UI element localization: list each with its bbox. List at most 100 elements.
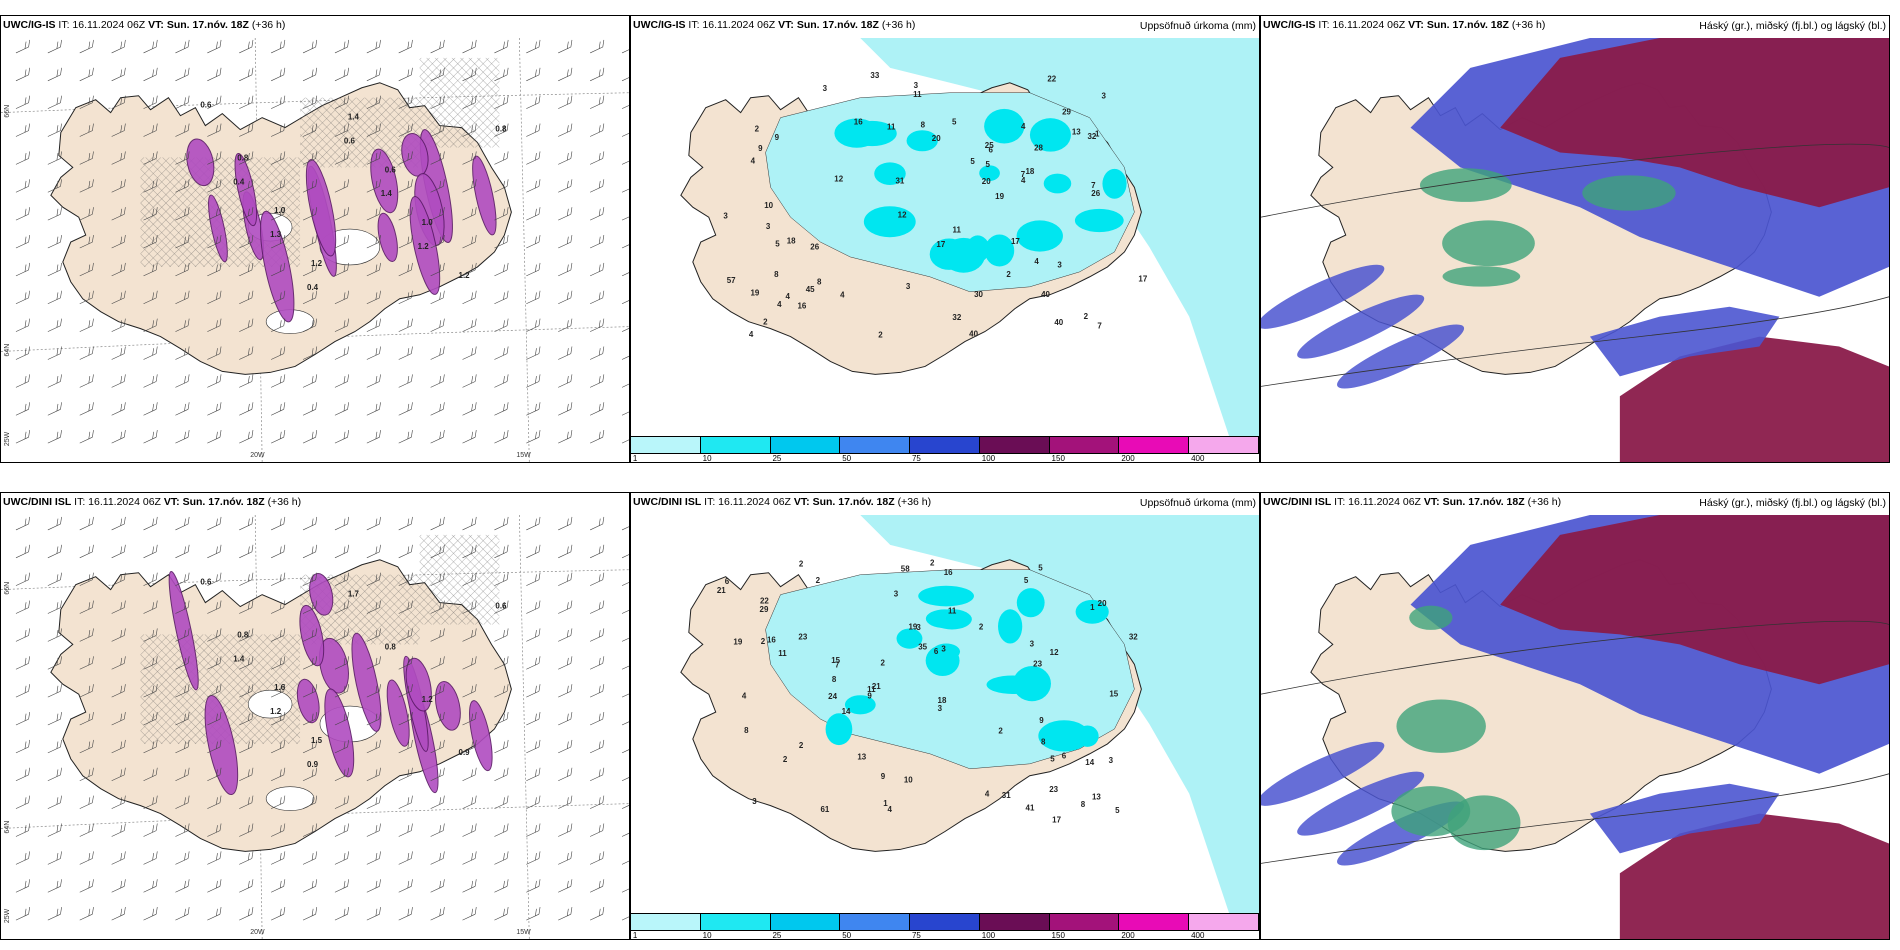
precip-value-label: 8	[817, 277, 822, 286]
wind-barb	[111, 851, 126, 865]
precip-legend: 1 10 25 50 75 100 150 200 400	[631, 436, 1259, 462]
wind-barb	[302, 234, 318, 249]
precip-value-label: 2	[998, 727, 1003, 736]
precip-map[interactable]: 2 4 3 4 2 2 4 2 2 6 3 8 5 2 2 21 19 35 23 16 29 14 21 41 61 58 31 3…	[631, 515, 1259, 939]
wind-barb	[79, 123, 94, 137]
wind-barb	[621, 913, 629, 921]
wind-barb	[15, 572, 30, 586]
wind-barb	[47, 823, 62, 837]
gust-streak	[299, 604, 325, 667]
wind-barb	[143, 151, 158, 165]
wind-barb	[175, 851, 190, 865]
wind-barb	[366, 151, 381, 165]
wind-barb	[526, 544, 541, 559]
precip-core	[906, 130, 938, 152]
wind-barb	[143, 374, 158, 388]
wind-barb	[302, 262, 318, 277]
precip-value-label: 11	[867, 685, 876, 694]
wind-barb	[366, 234, 381, 249]
wind-map[interactable]: 0.6 0.8 1.6 1.5 1.7 0.8 1.2 0.9 0.6 1.4 1.2 0.9 66N 6…	[1, 515, 629, 939]
wind-barb	[143, 95, 158, 109]
legend-label: 75	[911, 454, 921, 463]
legend-label: 100	[981, 454, 996, 463]
wind-barb	[239, 318, 254, 332]
icing-hatch-area	[300, 97, 420, 168]
wind-barb	[271, 600, 286, 614]
wind-barb	[430, 290, 445, 305]
wind-barb	[271, 684, 286, 698]
wind-barb	[207, 39, 222, 54]
cloud-map[interactable]	[1261, 515, 1889, 939]
wind-barb	[207, 318, 222, 332]
wind-barb	[111, 95, 126, 109]
wind-barb	[175, 430, 190, 444]
precip-value-label: 18	[1025, 167, 1034, 176]
wind-barb	[47, 851, 62, 865]
wind-barb	[366, 402, 381, 416]
wind-barb	[175, 628, 190, 642]
wind-barb	[143, 67, 158, 82]
wind-barb	[621, 130, 629, 137]
wind-barb	[271, 318, 286, 332]
wind-barb	[15, 795, 30, 809]
wind-barb	[79, 879, 94, 893]
wind-barb	[207, 207, 222, 221]
wind-barb	[621, 607, 629, 614]
wind-barb	[175, 907, 190, 921]
wind-barb	[111, 656, 126, 670]
high-cloud-area	[1619, 336, 1889, 462]
wind-barb	[143, 572, 158, 586]
precip-value-label: 1	[883, 799, 888, 808]
wind-barb	[47, 795, 62, 809]
legend-label: 150	[1051, 931, 1065, 940]
wind-barb	[334, 290, 349, 305]
wind-map[interactable]: 0.6 0.8 1.0 1.2 1.4 0.6 1.0 1.2 0.8 0.4 1.3 0.4 0.6 1…	[1, 38, 629, 462]
wind-barb	[175, 600, 190, 614]
precip-value-label: 23	[1049, 785, 1058, 794]
wind-barb	[462, 823, 477, 837]
wind-barb	[271, 628, 286, 642]
wind-barb	[111, 179, 126, 193]
terrain-gap	[247, 689, 293, 719]
wind-barb	[398, 39, 413, 54]
wind-barb	[398, 739, 413, 754]
wind-barb	[47, 739, 62, 754]
wind-barb	[143, 39, 158, 54]
map-title: Uppsöfnuð úrkoma (mm)	[1139, 20, 1256, 32]
wind-barb	[302, 179, 318, 193]
wind-barb	[589, 851, 605, 865]
precip-value-label: 9	[867, 691, 872, 700]
wind-barb	[239, 207, 254, 221]
precip-value-label: 11	[778, 649, 787, 658]
legend-swatch	[910, 437, 980, 453]
wind-barb	[398, 544, 413, 559]
cloud-map[interactable]	[1261, 38, 1889, 462]
wind-barb	[430, 123, 445, 137]
precip-value-label: 1	[1095, 129, 1100, 138]
wind-barb	[15, 851, 30, 865]
wind-barb	[175, 39, 190, 54]
precip-value-label: 5	[986, 160, 991, 169]
wind-barb	[143, 346, 158, 360]
precip-value-label: 24	[828, 692, 837, 701]
wind-barb	[271, 346, 286, 360]
legend-label: 50	[842, 931, 852, 940]
wind-barb	[47, 374, 62, 388]
wind-barb	[558, 123, 573, 137]
gust-value-label: 0.8	[237, 630, 249, 639]
wind-barb	[302, 346, 318, 360]
wind-barb	[302, 516, 318, 531]
wind-barb	[302, 907, 318, 921]
wind-barb	[398, 346, 413, 360]
wind-barb	[111, 879, 126, 893]
wind-barb	[558, 879, 573, 893]
wind-barb	[526, 656, 541, 670]
precip-value-label: 14	[1085, 758, 1094, 767]
wind-barb	[558, 656, 573, 670]
wind-barb	[398, 430, 413, 444]
precip-value-label: 18	[787, 236, 796, 245]
precip-value-label: 2	[1006, 270, 1011, 279]
precip-map[interactable]: 2 4 4 4 5 16 17 17 26 31 40 32 40 28 11 32 22 45 4 3 2 18 29 13…	[631, 38, 1259, 462]
legend-label: 200	[1121, 454, 1135, 463]
wind-barb	[47, 67, 62, 82]
